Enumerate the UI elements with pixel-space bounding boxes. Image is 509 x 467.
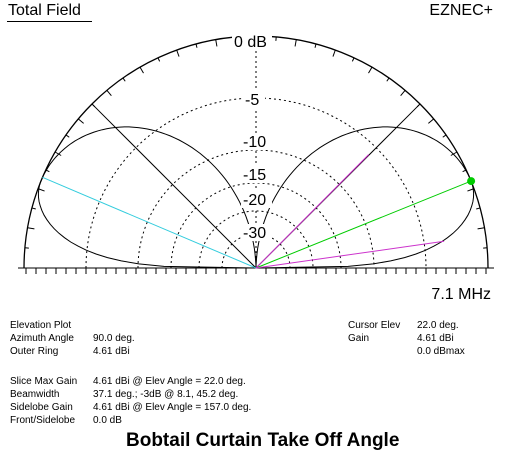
ring-tick bbox=[215, 39, 218, 47]
pattern-lobe-left bbox=[37, 126, 257, 269]
ring-label: -15 bbox=[243, 167, 266, 184]
ring-tick bbox=[106, 89, 112, 96]
ring-label: -30 bbox=[243, 225, 266, 242]
ring-tick bbox=[176, 49, 180, 57]
ring-label-bg bbox=[241, 133, 272, 150]
ring-tick bbox=[442, 134, 447, 138]
ring-tick bbox=[351, 57, 355, 62]
ring-tick bbox=[31, 207, 36, 210]
ring-label: 0 dB bbox=[234, 34, 267, 51]
ring-labels: 0 dB -5 -10 -15 -20 -30 bbox=[232, 33, 272, 242]
title-underline bbox=[7, 21, 92, 22]
outer-ring-value: 4.61 dBi bbox=[93, 346, 130, 357]
grid-ring bbox=[198, 210, 314, 269]
ring-label-bg bbox=[241, 224, 272, 241]
ring-label-bg bbox=[241, 191, 272, 208]
ring-tick bbox=[54, 151, 62, 156]
brand-label: EZNEC+ bbox=[429, 2, 493, 19]
ring-tick bbox=[27, 227, 35, 230]
ring-tick bbox=[77, 118, 84, 124]
cursor-line bbox=[255, 180, 472, 269]
ring-tick bbox=[122, 77, 126, 82]
pattern-lobe-right bbox=[255, 126, 475, 269]
ring-tick bbox=[91, 103, 96, 108]
frequency-label: 7.1 MHz bbox=[431, 286, 491, 303]
ring-tick bbox=[139, 66, 144, 74]
plot-title: Total Field bbox=[8, 2, 81, 19]
ring-tick bbox=[450, 151, 458, 156]
gain-label: Gain bbox=[348, 333, 370, 344]
ring-tick bbox=[195, 43, 198, 48]
sidelobe-line bbox=[42, 176, 257, 269]
sidelobe-gain-label: Sidelobe Gain bbox=[10, 402, 73, 413]
ring-tick bbox=[477, 227, 485, 230]
ring-tick bbox=[65, 134, 70, 138]
beamwidth-line-low bbox=[255, 240, 445, 269]
beamwidth-line-high bbox=[255, 154, 370, 269]
ring-tick bbox=[314, 43, 317, 48]
azimuth-label: Azimuth Angle bbox=[10, 333, 74, 344]
ring-label-bg bbox=[243, 91, 265, 108]
beamwidth-label: Beamwidth bbox=[10, 389, 60, 400]
ring-label: -10 bbox=[243, 134, 266, 151]
beamwidth-value: 37.1 deg.; -3dB @ 8.1, 45.2 deg. bbox=[93, 389, 239, 400]
ring-tick bbox=[476, 207, 481, 210]
ring-tick bbox=[157, 57, 161, 62]
ring-label: -20 bbox=[243, 192, 266, 209]
ring-tick bbox=[332, 49, 336, 57]
caption: Bobtail Curtain Take Off Angle bbox=[126, 430, 400, 451]
elevation-pattern-plot: 0 dB -5 -10 -15 -20 -30 bbox=[18, 33, 494, 274]
ring-label: -5 bbox=[245, 92, 259, 109]
gain-value: 4.61 dBi bbox=[417, 333, 454, 344]
gain-dbmax-value: 0.0 dBmax bbox=[417, 346, 465, 357]
slice-max-gain-label: Slice Max Gain bbox=[10, 376, 78, 387]
cursor-lines bbox=[42, 154, 476, 269]
plot-type-label: Elevation Plot bbox=[10, 320, 72, 331]
spoke-line bbox=[91, 103, 257, 269]
azimuth-value: 90.0 deg. bbox=[93, 333, 135, 344]
ring-label-bg bbox=[241, 166, 272, 183]
front-sidelobe-value: 0.0 dB bbox=[93, 415, 122, 426]
outer-ring-label: Outer Ring bbox=[10, 346, 59, 357]
radiation-pattern bbox=[37, 126, 475, 269]
cursor-marker bbox=[467, 177, 476, 186]
sidelobe-gain-value: 4.61 dBi @ Elev Angle = 157.0 deg. bbox=[93, 402, 252, 413]
ring-label-bg bbox=[232, 33, 272, 50]
cursor-elev-label: Cursor Elev bbox=[348, 320, 401, 331]
ring-tick bbox=[294, 39, 297, 47]
ring-tick bbox=[368, 66, 373, 74]
ring-tick bbox=[416, 103, 421, 108]
ring-tick bbox=[386, 77, 390, 82]
ring-tick bbox=[400, 89, 406, 96]
grid-ring bbox=[137, 149, 375, 269]
front-sidelobe-label: Front/Sidelobe bbox=[10, 415, 76, 426]
ring-tick bbox=[428, 118, 435, 124]
cursor-elev-value: 22.0 deg. bbox=[417, 320, 459, 331]
slice-max-gain-value: 4.61 dBi @ Elev Angle = 22.0 deg. bbox=[93, 376, 246, 387]
